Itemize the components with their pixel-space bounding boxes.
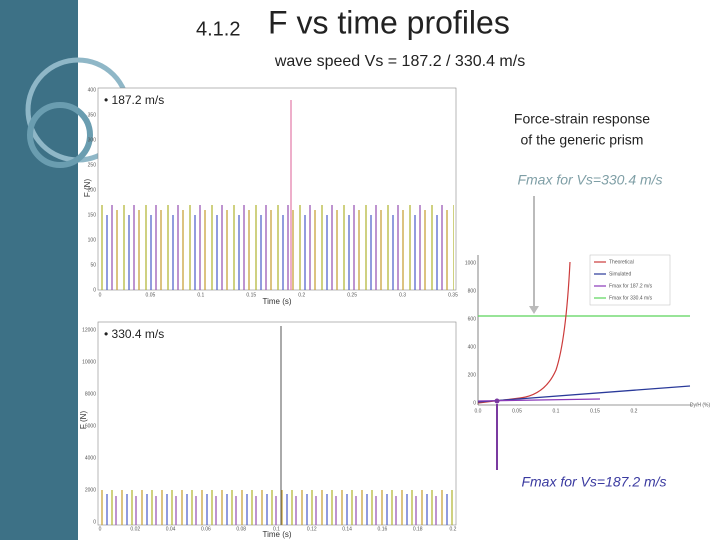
y-tick-label: 4000 bbox=[85, 455, 96, 461]
legend-label: Fmax for 187.2 m/s bbox=[609, 283, 653, 289]
y-tick-label: 12000 bbox=[82, 327, 96, 333]
x-tick-label: 0.04 bbox=[166, 526, 176, 532]
panel-label: • 187.2 m/s bbox=[104, 93, 164, 107]
x-tick-label: 0.05 bbox=[512, 408, 522, 414]
x-tick-label: 0.02 bbox=[130, 526, 140, 532]
x-tick-label: 0.0 bbox=[475, 408, 482, 414]
x-tick-label: 0.25 bbox=[347, 292, 357, 298]
signal bbox=[100, 490, 454, 525]
x-tick-label: 0.06 bbox=[201, 526, 211, 532]
y-axis-label: F (N) bbox=[79, 411, 88, 430]
x-tick-label: 0.08 bbox=[236, 526, 246, 532]
y-tick-label: 100 bbox=[88, 237, 97, 243]
y-tick-label: 2000 bbox=[85, 487, 96, 493]
subtitle: wave speed Vs = 187.2 / 330.4 m/s bbox=[274, 53, 525, 70]
legend-label: Simulated bbox=[609, 271, 631, 277]
y-tick-label: 400 bbox=[468, 344, 477, 350]
y-tick-label: 0 bbox=[93, 519, 96, 525]
y-tick-label: 300 bbox=[88, 137, 97, 143]
x-tick-label: 0.3 bbox=[399, 292, 406, 298]
y-tick-label: 200 bbox=[468, 372, 477, 378]
x-tick-label: 0.16 bbox=[378, 526, 388, 532]
annotation: Fmax for Vs=330.4 m/s bbox=[517, 172, 662, 188]
y-tick-label: 1000 bbox=[465, 260, 476, 266]
y-axis-label: F (N) bbox=[83, 179, 92, 198]
x-tick-label: 0.1 bbox=[197, 292, 204, 298]
x-tick-label: 0.35 bbox=[448, 292, 458, 298]
x-tick-label: 0.14 bbox=[342, 526, 352, 532]
y-tick-label: 800 bbox=[468, 288, 477, 294]
y-tick-label: 400 bbox=[88, 87, 97, 93]
top-chart: • 187.2 m/s F (N) Time (s) 0 0.05 0.1 0.15 0… bbox=[83, 87, 458, 306]
arrow-head bbox=[494, 398, 500, 404]
x-tick-label: 0.1 bbox=[553, 408, 560, 414]
x-tick-label: 0.18 bbox=[413, 526, 423, 532]
y-tick-label: 6000 bbox=[85, 423, 96, 429]
y-tick-label: 200 bbox=[88, 187, 97, 193]
y-tick-label: 600 bbox=[468, 316, 477, 322]
y-tick-label: 0 bbox=[93, 287, 96, 293]
x-tick-label: 0.1 bbox=[273, 526, 280, 532]
annotation: Fmax for Vs=187.2 m/s bbox=[521, 474, 666, 490]
y-tick-label: 250 bbox=[88, 162, 97, 168]
legend-label: Theoretical bbox=[609, 259, 634, 265]
y-tick-label: 10000 bbox=[82, 359, 96, 365]
right-title: of the generic prism bbox=[521, 132, 644, 148]
legend-label: Fmax for 330.4 m/s bbox=[609, 295, 653, 301]
decor-circle bbox=[27, 102, 93, 168]
panel-label: • 330.4 m/s bbox=[104, 327, 164, 341]
x-tick-label: 0.2 bbox=[450, 526, 457, 532]
x-axis-label: Dy/H (%) bbox=[690, 402, 711, 408]
theoretical-curve bbox=[477, 261, 571, 404]
x-tick-label: 0 bbox=[99, 292, 102, 298]
x-tick-label: 0.05 bbox=[146, 292, 156, 298]
side-band bbox=[0, 0, 78, 540]
y-tick-label: 150 bbox=[88, 212, 97, 218]
y-tick-label: 8000 bbox=[85, 391, 96, 397]
y-tick-label: 50 bbox=[90, 262, 96, 268]
y-tick-label: 350 bbox=[88, 112, 97, 118]
x-tick-label: 0 bbox=[99, 526, 102, 532]
title: F vs time profiles bbox=[268, 4, 510, 40]
right-title: Force-strain response bbox=[514, 111, 650, 127]
y-tick-label: 0 bbox=[473, 400, 476, 406]
x-axis-label: Time (s) bbox=[262, 530, 291, 539]
x-axis-label: Time (s) bbox=[262, 297, 291, 306]
x-tick-label: 0.12 bbox=[307, 526, 317, 532]
x-tick-label: 0.2 bbox=[298, 292, 305, 298]
x-tick-label: 0.2 bbox=[631, 408, 638, 414]
section-number: 4.1.2 bbox=[196, 18, 240, 40]
right-chart: Force-strain response of the generic pri… bbox=[465, 111, 711, 490]
legend bbox=[589, 254, 671, 306]
x-tick-label: 0.15 bbox=[246, 292, 256, 298]
arrow-head bbox=[529, 306, 539, 314]
signal bbox=[100, 205, 454, 290]
x-tick-label: 0.15 bbox=[590, 408, 600, 414]
bottom-chart: • 330.4 m/s F (N) Time (s) 0 0.02 0.04 0.06… bbox=[79, 321, 457, 539]
simulated-line bbox=[477, 385, 691, 403]
